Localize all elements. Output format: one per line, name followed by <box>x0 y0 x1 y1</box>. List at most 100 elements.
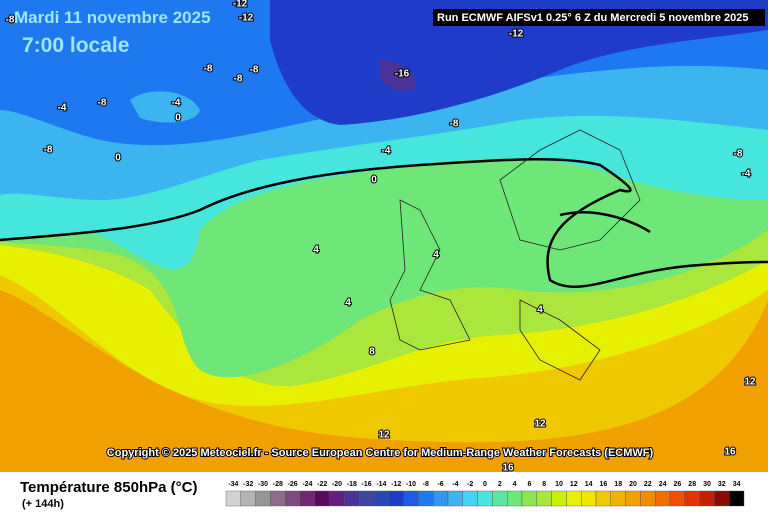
legend-tick-label: 2 <box>498 481 502 488</box>
contour-label: -12 <box>509 29 524 40</box>
contour-label: -16 <box>395 69 410 80</box>
contour-label: 12 <box>744 377 756 388</box>
legend-tick-label: -18 <box>347 481 357 488</box>
legend-tick-label: -22 <box>317 481 327 488</box>
forecast-date: Mardi 11 novembre 2025 <box>14 8 211 27</box>
legend-swatch <box>255 490 271 507</box>
contour-label: -8 <box>98 98 107 109</box>
coastlines <box>389 129 641 381</box>
legend-swatch <box>344 490 360 507</box>
run-info: Run ECMWF AIFSv1 0.25° 6 Z du Mercredi 5… <box>437 12 748 24</box>
legend-swatch <box>462 490 478 507</box>
legend-tick-label: -16 <box>362 481 372 488</box>
contour-label: -8 <box>204 64 213 75</box>
legend-swatch <box>595 490 612 507</box>
legend-swatch <box>270 490 286 507</box>
contour-label: -12 <box>233 0 248 10</box>
legend-subtitle: (+ 144h) <box>22 498 64 510</box>
legend-swatch <box>418 490 434 507</box>
legend-swatch <box>492 490 508 507</box>
legend-swatch <box>240 490 256 507</box>
legend-swatch <box>314 490 330 507</box>
legend-swatch <box>684 490 700 507</box>
legend-tick-label: -14 <box>376 481 386 488</box>
legend-tick-label: 0 <box>483 481 487 488</box>
zone-dark-blue <box>270 0 768 125</box>
legend-tick-label: -32 <box>243 481 253 488</box>
legend-swatch <box>669 490 686 507</box>
legend-tick-label: 26 <box>674 481 682 488</box>
legend-tick-label: 24 <box>659 481 667 488</box>
legend-tick-label: -6 <box>437 481 443 488</box>
legend-tick-label: -12 <box>391 481 401 488</box>
contour-label: 0 <box>371 175 377 186</box>
legend-swatch <box>729 490 745 507</box>
legend-tick-label: 14 <box>585 481 593 488</box>
contour-label: -4 <box>382 146 391 157</box>
legend-swatch <box>225 490 242 507</box>
contour-label: 16 <box>724 447 736 458</box>
legend-tick-label: 16 <box>600 481 608 488</box>
legend-tick-label: -24 <box>302 481 312 488</box>
contour-label: -4 <box>58 103 67 114</box>
legend-tick-label: -4 <box>452 481 458 488</box>
legend-tick-label: 32 <box>718 481 726 488</box>
legend-swatch <box>640 490 656 507</box>
contour-label: 8 <box>369 347 375 358</box>
legend-title: Température 850hPa (°C) <box>20 479 197 496</box>
legend-tick-label: 4 <box>513 481 517 488</box>
contour-label: -8 <box>734 149 743 160</box>
forecast-time: 7:00 locale <box>22 34 129 57</box>
legend-tick-label: -2 <box>467 481 473 488</box>
contour-label: -8 <box>44 145 53 156</box>
legend-tick-label: -30 <box>258 481 268 488</box>
legend-tick-label: 22 <box>644 481 652 488</box>
contour-label: -8 <box>234 74 243 85</box>
zone-iceland <box>130 91 200 123</box>
legend-tick-label: 28 <box>688 481 696 488</box>
contour-label: 4 <box>345 298 351 309</box>
contour-label: -4 <box>172 98 181 109</box>
legend-swatch <box>714 490 730 507</box>
legend-swatch <box>655 490 671 507</box>
legend-tick-label: 6 <box>527 481 531 488</box>
legend-swatch <box>610 490 626 507</box>
legend-swatch <box>566 490 582 507</box>
contour-label: -4 <box>742 169 751 180</box>
legend-swatch <box>536 490 552 507</box>
copyright: Copyright © 2025 Meteociel.fr - Source E… <box>107 447 654 459</box>
legend-tick-label: -20 <box>332 481 342 488</box>
legend-tick-label: -8 <box>423 481 429 488</box>
legend-swatch <box>507 490 523 507</box>
legend-swatch <box>625 490 641 507</box>
legend-swatch <box>285 490 301 507</box>
run-box <box>433 9 765 26</box>
legend-swatch <box>403 490 419 507</box>
contour-label: 0 <box>175 113 181 124</box>
legend-swatch <box>388 490 404 507</box>
legend-swatch <box>433 490 449 507</box>
contour-label: -8 <box>450 119 459 130</box>
legend-tick-label: 30 <box>703 481 711 488</box>
legend-swatch <box>581 490 597 507</box>
legend-tick-label: -26 <box>288 481 298 488</box>
legend-tick-label: -34 <box>228 481 238 488</box>
zero-isotherm <box>0 157 768 289</box>
legend-swatch <box>447 490 464 507</box>
legend-tick-label: 34 <box>733 481 741 488</box>
zero-isotherm-loop <box>559 211 651 234</box>
contour-label: -8 <box>6 15 15 26</box>
contour-label: 16 <box>502 463 514 474</box>
legend-swatch <box>359 490 375 507</box>
legend-tick-label: 12 <box>570 481 578 488</box>
legend-swatch <box>551 490 567 507</box>
contour-label: 4 <box>313 245 319 256</box>
contour-label: -8 <box>250 65 259 76</box>
contour-label: 0 <box>115 153 121 164</box>
legend-tick-label: -28 <box>273 481 283 488</box>
legend-swatch <box>477 490 493 507</box>
legend-swatch <box>329 490 345 507</box>
legend-tick-label: 18 <box>614 481 622 488</box>
